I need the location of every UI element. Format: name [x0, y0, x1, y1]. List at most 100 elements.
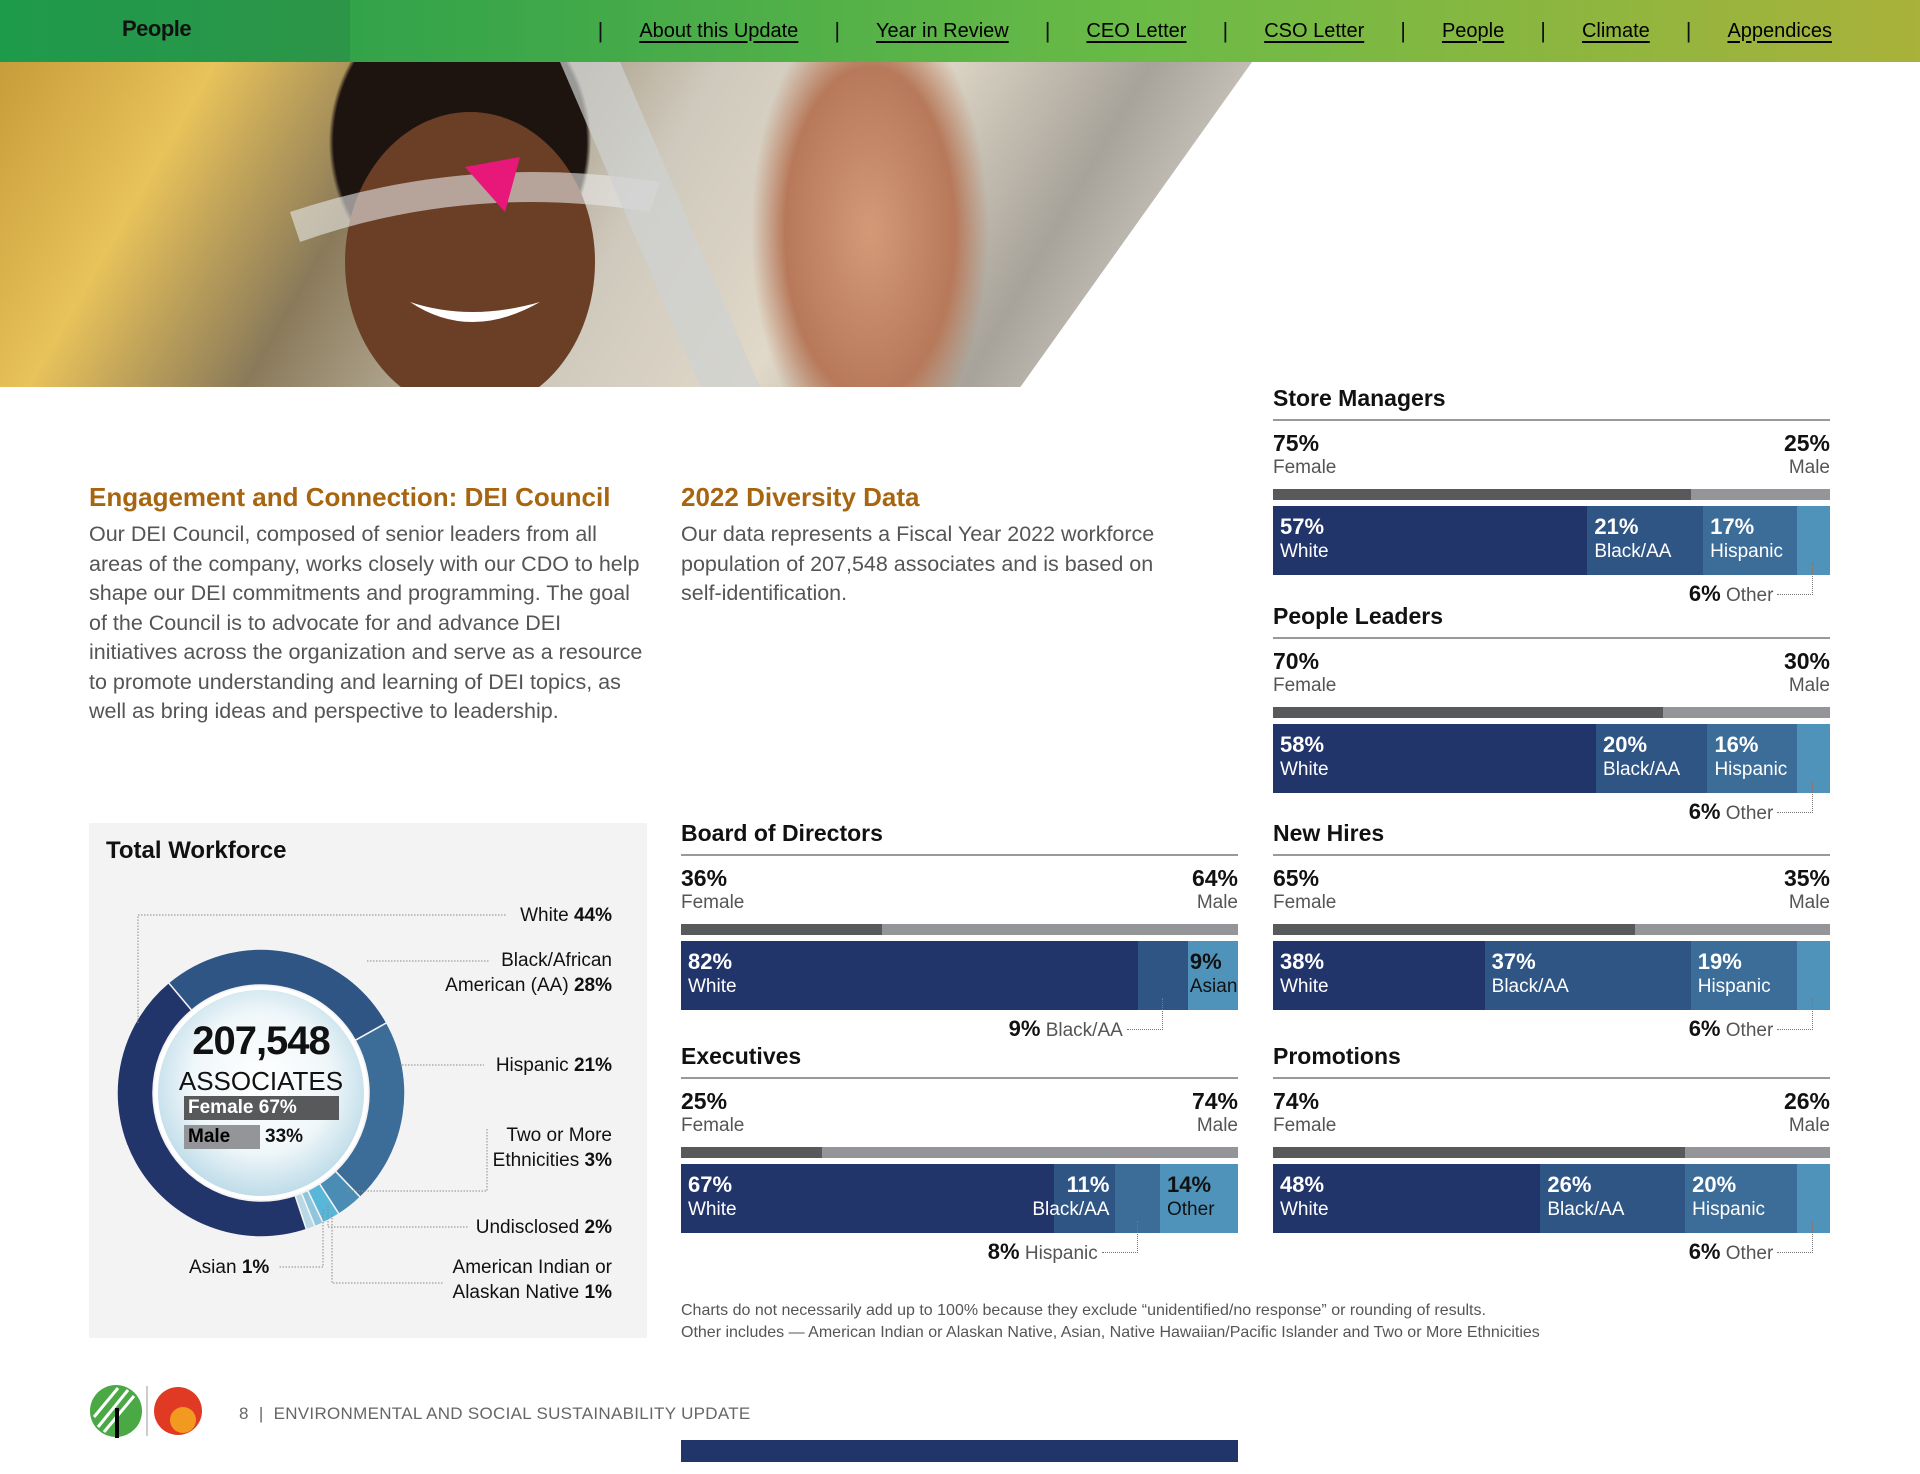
- footer-title: ENVIRONMENTAL AND SOCIAL SUSTAINABILITY …: [273, 1404, 751, 1423]
- segment-label: White: [688, 976, 737, 997]
- female-value: 67%: [258, 1097, 297, 1118]
- chart-promotions: Promotions 74% Female 26% Male 48% White 26% Bla…: [1273, 1043, 1830, 1265]
- gender-bar: [1273, 489, 1830, 500]
- gender-bar-female: [1273, 924, 1636, 935]
- ethnicity-segment-hispanic: 20% Hispanic: [1685, 1164, 1797, 1233]
- legend-undisclosed: Undisclosed 2%: [475, 1217, 612, 1238]
- ethnicity-segment-black-aa: 11% Black/AA: [1032, 1164, 1116, 1233]
- callout-label: 6% Other: [1689, 1239, 1774, 1265]
- nav-separator: |: [1685, 18, 1692, 43]
- segment-percent: 57%: [1280, 514, 1325, 539]
- total-workforce-panel: Total Workforce 207,548 ASSOCIATES Femal…: [89, 823, 647, 1338]
- female-percent: 75%: [1273, 430, 1320, 456]
- callout-connector: [1777, 781, 1814, 813]
- nav-link-year-in-review[interactable]: Year in Review: [876, 19, 1009, 42]
- hero-photo: [0, 62, 1252, 387]
- ethnicity-bar: 58% White 20% Black/AA 16% Hispanic: [1273, 724, 1830, 793]
- ethnicity-segment-hispanic: 17% Hispanic: [1703, 506, 1797, 575]
- nav-link-ceo-letter[interactable]: CEO Letter: [1086, 19, 1187, 42]
- segment-percent: 26%: [1547, 1172, 1592, 1197]
- callout-connector: [1126, 998, 1163, 1030]
- callout-text: Black/AA: [1045, 1020, 1123, 1041]
- diversity-data-body: Our data represents a Fiscal Year 2022 w…: [681, 522, 1155, 605]
- callout-connector: [1777, 1221, 1814, 1253]
- segment-percent: 48%: [1280, 1172, 1325, 1197]
- male-label: Male: [1196, 892, 1238, 913]
- callout-label: 6% Other: [1689, 1016, 1774, 1042]
- divider: [1273, 637, 1830, 639]
- callout-label: 6% Other: [1689, 581, 1774, 607]
- legend-white: White 44%: [520, 905, 612, 926]
- female-bar: Female 67%: [184, 1096, 339, 1120]
- female-label: Female: [681, 892, 745, 913]
- company-logo: [90, 1385, 202, 1438]
- ethnicity-bar: 82% White 9% Asian: [681, 941, 1238, 1010]
- ethnicity-segment-black-aa: [1137, 941, 1188, 1010]
- male-bar: Male: [184, 1125, 260, 1149]
- nav-link-climate[interactable]: Climate: [1581, 19, 1650, 42]
- chart-title: Promotions: [1273, 1043, 1401, 1069]
- nav-separator: |: [1044, 18, 1051, 43]
- male-percent: 30%: [1783, 648, 1830, 674]
- female-label: Female: [1273, 1115, 1337, 1136]
- female-label: Female: [188, 1097, 254, 1118]
- total-associates-count: 207,548: [192, 1019, 331, 1063]
- chart-executives: Executives 25% Female 74% Male 67% White 11% Bla…: [681, 1043, 1238, 1265]
- segment-label: Black/AA: [1491, 976, 1569, 997]
- male-label: Male: [1788, 1115, 1830, 1136]
- callout-text: Other: [1725, 1243, 1774, 1264]
- legend-two-more: Two or More Ethnicities 3%: [492, 1125, 612, 1171]
- segment-label: Black/AA: [1032, 1199, 1110, 1220]
- chart-new-hires: New Hires 65% Female 35% Male 38% White 37% Blac…: [1273, 820, 1830, 1042]
- segment-percent: 58%: [1280, 732, 1325, 757]
- segment-percent: 17%: [1710, 514, 1755, 539]
- divider: [1273, 1077, 1830, 1079]
- segment-label: White: [1280, 976, 1329, 997]
- ethnicity-segment-black-aa: 20% Black/AA: [1596, 724, 1708, 793]
- ethnicity-segment-white: 48% White: [1273, 1164, 1541, 1233]
- callout-percent: 8%: [987, 1239, 1020, 1264]
- nav-separator: |: [1540, 18, 1546, 43]
- segment-label: White: [1280, 1199, 1329, 1220]
- segment-percent: 9%: [1189, 949, 1222, 974]
- gender-bar: [1273, 924, 1830, 935]
- nav-link-about-this-update[interactable]: About this Update: [639, 19, 799, 42]
- segment-percent: 67%: [688, 1172, 733, 1197]
- bottom-accent-bar: [681, 1440, 1238, 1462]
- ethnicity-segment-black-aa: 21% Black/AA: [1587, 506, 1704, 575]
- female-label: Female: [1273, 675, 1337, 696]
- nav-link-people[interactable]: People: [1441, 19, 1505, 42]
- gender-bar-female: [681, 1147, 822, 1158]
- callout-percent: 6%: [1688, 799, 1721, 824]
- nav-link-appendices[interactable]: Appendices: [1727, 19, 1832, 42]
- nav-link-cso-letter[interactable]: CSO Letter: [1264, 19, 1365, 42]
- ethnicity-bar: 38% White 37% Black/AA 19% Hispanic: [1273, 941, 1830, 1010]
- male-label: Male: [188, 1126, 231, 1147]
- gender-bar: [1273, 1147, 1830, 1158]
- leader-lines: [137, 914, 506, 1284]
- segment-percent: 19%: [1697, 949, 1742, 974]
- hero-illustration: [290, 62, 760, 387]
- chart-title: People Leaders: [1273, 603, 1444, 629]
- page-number: 8: [239, 1404, 249, 1423]
- ethnicity-segment-white: 67% White: [681, 1164, 1055, 1233]
- female-percent: 36%: [681, 865, 728, 891]
- gender-bar-female: [681, 924, 882, 935]
- page-footer: 8 | ENVIRONMENTAL AND SOCIAL SUSTAINABIL…: [239, 1404, 751, 1423]
- segment-label: Hispanic: [1697, 976, 1771, 997]
- section-tab: [0, 0, 350, 62]
- male-percent: 35%: [1783, 865, 1830, 891]
- chart-title: Board of Directors: [681, 820, 883, 846]
- segment-percent: 21%: [1594, 514, 1639, 539]
- nav-separator: |: [597, 18, 604, 43]
- legend-asian: Asian 1%: [189, 1257, 270, 1278]
- donut-slice-white: [116, 981, 308, 1238]
- nav-separator: |: [834, 18, 841, 43]
- ethnicity-segment-other: 14% Other: [1160, 1164, 1238, 1233]
- callout-percent: 9%: [1008, 1016, 1041, 1041]
- gender-bar-male: [821, 1147, 1238, 1158]
- female-percent: 65%: [1273, 865, 1320, 891]
- male-value: 33%: [265, 1126, 304, 1147]
- chart-store-managers: Store Managers 75% Female 25% Male 57% White 21…: [1273, 385, 1830, 607]
- callout-label: 6% Other: [1689, 799, 1774, 825]
